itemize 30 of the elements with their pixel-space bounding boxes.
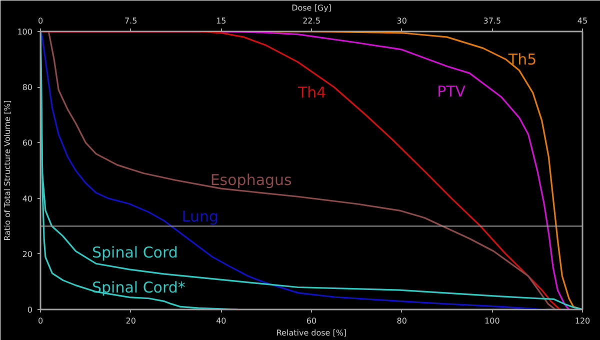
x2-tick-label: 37.5	[483, 16, 502, 26]
x2-tick-label: 7.5	[124, 16, 138, 26]
y-tick-label: 100	[17, 28, 33, 36]
x-tick-label: 0	[38, 316, 44, 326]
y-axis-title: Ratio of Total Structure Volume [%]	[3, 100, 12, 241]
series-label: Esophagus	[210, 170, 292, 189]
x-tick-label: 20	[126, 316, 136, 326]
x2-tick-label: 22.5	[302, 16, 320, 26]
series-label: Lung	[182, 207, 219, 226]
x2-tick-label: 30	[396, 16, 407, 26]
x-tick-label: 80	[396, 316, 407, 326]
x2-tick-label: 45	[577, 16, 588, 26]
x2-tick-label: 0	[38, 16, 44, 26]
x-tick-label: 60	[306, 316, 317, 326]
series-label: Spinal Cord*	[92, 278, 186, 296]
series-label: Th5	[507, 50, 537, 68]
y-tick-label: 0	[27, 306, 33, 314]
y-tick-label: 40	[22, 194, 33, 204]
series-label: PTV	[437, 82, 466, 100]
x2-axis-title: Dose [Gy]	[292, 4, 332, 12]
series-label: Spinal Cord	[92, 244, 178, 262]
x-axis-title: Relative dose [%]	[276, 328, 347, 338]
x-tick-label: 40	[216, 316, 226, 326]
x-tick-label: 100	[484, 316, 500, 326]
y-tick-label: 20	[22, 250, 33, 259]
y-tick-label: 60	[22, 138, 33, 148]
x2-tick-label: 15	[216, 16, 226, 26]
series-label: Th4	[296, 84, 326, 102]
y-tick-label: 80	[22, 83, 33, 92]
x-tick-label: 120	[574, 316, 590, 326]
